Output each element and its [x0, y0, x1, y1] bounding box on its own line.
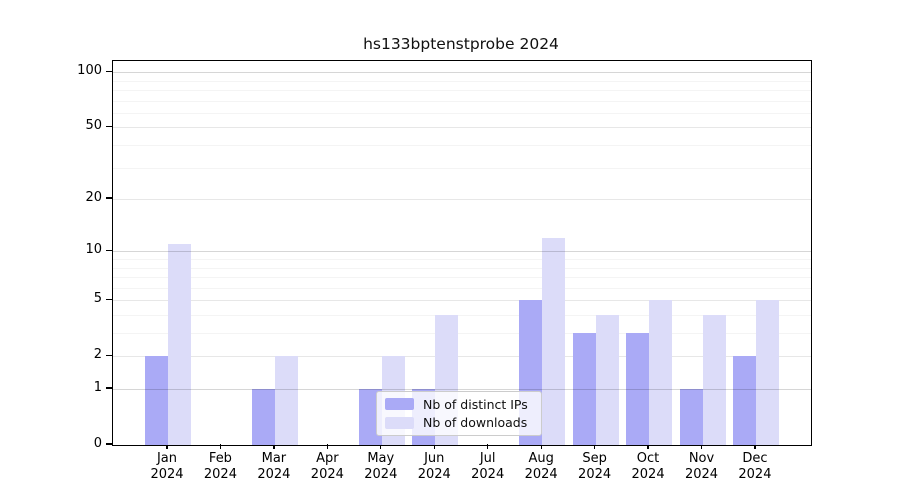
y-tick-mark	[106, 125, 112, 128]
bar-downloads	[542, 237, 566, 445]
gridline	[113, 80, 811, 82]
bar-downloads	[649, 300, 673, 445]
x-tick-mark	[700, 444, 703, 449]
x-tick-label: Aug 2024	[524, 451, 558, 482]
legend-swatch-distinct-ips-icon	[385, 398, 414, 411]
bar-downloads	[755, 300, 779, 445]
gridline	[113, 333, 811, 334]
legend-item-distinct-ips: Nb of distinct IPs	[385, 397, 533, 412]
x-tick-label: Nov 2024	[684, 451, 719, 482]
gridline	[113, 267, 811, 269]
x-tick-label: Oct 2024	[631, 451, 665, 482]
y-tick-mark	[106, 298, 112, 300]
gridline	[113, 287, 811, 289]
legend-label-downloads: Nb of downloads	[423, 415, 528, 431]
y-tick-mark	[106, 354, 112, 356]
x-tick-mark	[326, 444, 329, 449]
bar-downloads	[595, 314, 619, 445]
x-tick-label: Sep 2024	[578, 451, 612, 482]
bar-distinct-ips	[626, 333, 650, 445]
y-tick-mark	[106, 70, 112, 72]
x-tick-mark	[594, 444, 596, 449]
x-tick-mark	[487, 444, 489, 449]
gridline	[113, 127, 811, 129]
bar-downloads	[702, 314, 726, 445]
x-tick-mark	[166, 444, 168, 449]
y-tick-mark	[106, 387, 112, 389]
x-tick-mark	[273, 444, 275, 449]
gridline	[113, 199, 811, 201]
y-tick-label: 10	[85, 242, 102, 258]
y-tick-mark	[106, 197, 112, 199]
gridline	[113, 389, 811, 390]
bar-downloads	[168, 244, 191, 445]
x-tick-label: Mar 2024	[257, 451, 291, 482]
x-tick-mark	[380, 444, 382, 449]
legend: Nb of distinct IPs Nb of downloads	[376, 391, 542, 436]
gridline	[113, 72, 811, 74]
gridline	[113, 100, 811, 102]
legend-item-downloads: Nb of downloads	[385, 415, 533, 430]
bar-distinct-ips	[572, 333, 596, 445]
x-tick-label: Feb 2024	[203, 451, 237, 482]
legend-label-distinct-ips: Nb of distinct IPs	[423, 396, 528, 412]
gridline	[113, 277, 811, 279]
y-tick-label: 2	[93, 347, 102, 363]
y-tick-mark	[106, 249, 112, 251]
gridline	[113, 300, 811, 302]
x-tick-label: Jul 2024	[471, 451, 505, 482]
gridline	[113, 145, 811, 146]
chart-title: hs133bptenstprobe 2024	[363, 35, 559, 53]
x-tick-mark	[754, 444, 756, 449]
x-tick-mark	[540, 444, 542, 449]
gridline	[113, 356, 811, 358]
x-tick-mark	[219, 444, 222, 449]
y-tick-mark	[106, 443, 112, 445]
bar-distinct-ips	[251, 389, 275, 445]
gridline	[113, 314, 811, 316]
y-tick-label: 100	[77, 63, 102, 79]
x-tick-mark	[433, 444, 435, 449]
x-tick-label: Jun 2024	[417, 451, 451, 482]
x-tick-label: Dec 2024	[738, 451, 772, 482]
legend-swatch-downloads-icon	[385, 416, 414, 429]
bar-downloads	[274, 356, 298, 445]
y-tick-label: 0	[93, 436, 102, 451]
gridline	[113, 90, 811, 91]
y-tick-label: 1	[93, 380, 102, 395]
gridline	[113, 167, 811, 169]
gridline	[113, 112, 811, 114]
bar-distinct-ips	[145, 356, 168, 445]
x-tick-label: Jan 2024	[150, 451, 184, 482]
x-tick-mark	[647, 444, 649, 449]
bar-distinct-ips	[732, 356, 756, 445]
y-tick-label: 50	[85, 118, 102, 134]
plot-area: Nb of distinct IPs Nb of downloads	[112, 60, 812, 446]
y-tick-label: 5	[93, 291, 102, 307]
bar-distinct-ips	[679, 389, 703, 445]
x-tick-label: Apr 2024	[310, 451, 344, 482]
y-tick-label: 20	[85, 190, 102, 206]
x-tick-label: May 2024	[364, 451, 398, 482]
gridline	[113, 258, 811, 260]
gridline	[113, 251, 811, 253]
